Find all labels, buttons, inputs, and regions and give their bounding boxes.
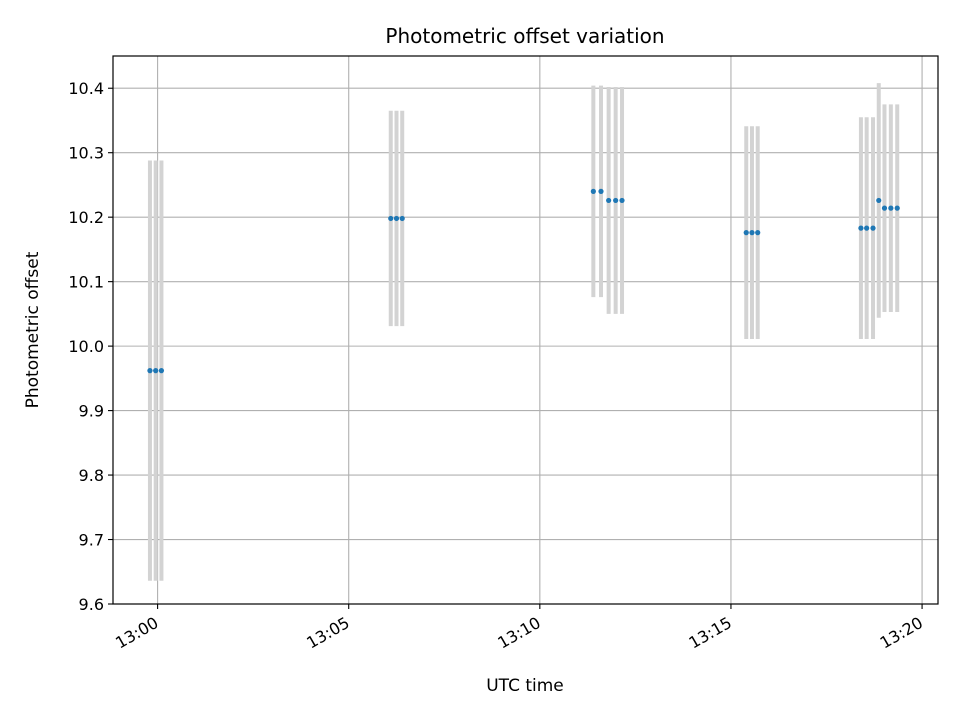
data-point (870, 225, 876, 231)
data-point (388, 215, 394, 222)
data-point (894, 205, 900, 211)
data-point (864, 225, 870, 231)
y-tick-label: 10.2 (68, 208, 104, 227)
y-tick-label: 9.8 (79, 466, 104, 485)
plot-frame (112, 55, 939, 605)
y-tick-label: 10.3 (68, 144, 104, 163)
y-tick-label: 10.1 (68, 273, 104, 292)
grid (113, 56, 938, 605)
chart-title: Photometric offset variation (385, 24, 664, 48)
data-point (858, 225, 864, 231)
data-point (881, 205, 888, 211)
data-point (606, 197, 612, 204)
data-point (613, 197, 619, 204)
data-point (147, 368, 153, 374)
data-point (399, 215, 405, 222)
data-point (743, 230, 749, 236)
data-point (876, 197, 882, 204)
y-tick-label: 10.0 (68, 337, 104, 356)
data-point (153, 368, 159, 374)
x-axis-label: UTC time (486, 676, 564, 696)
data-point (888, 205, 894, 211)
plot-area (113, 56, 938, 604)
y-tick-label: 9.7 (79, 531, 104, 550)
data-point (598, 188, 604, 194)
data-points (147, 188, 900, 374)
data-point (749, 230, 755, 236)
y-axis-ticks: 9.6 9.7 9.8 9.9 10.0 10.1 10.2 10.3 10.4 (68, 79, 113, 614)
y-tick-label: 9.6 (79, 595, 104, 614)
y-tick-label: 9.9 (79, 402, 104, 421)
data-point (755, 230, 761, 236)
y-axis-label: Photometric offset (23, 251, 43, 408)
data-point (393, 215, 400, 222)
data-point (158, 368, 165, 374)
data-point (590, 188, 596, 194)
y-tick-label: 10.4 (68, 79, 104, 98)
data-point (619, 197, 625, 204)
